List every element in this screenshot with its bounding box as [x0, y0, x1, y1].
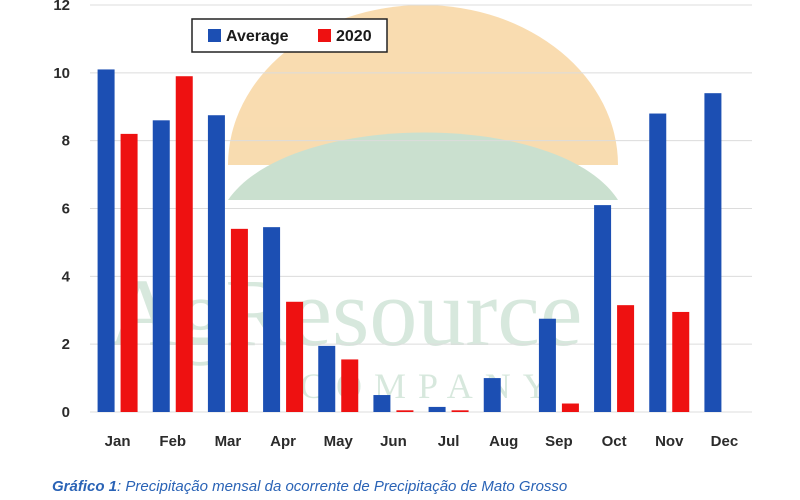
legend-swatch-average [208, 29, 221, 42]
x-tick-label: Jul [438, 433, 460, 450]
x-tick-label: Oct [602, 433, 627, 450]
x-tick-label: May [324, 433, 354, 450]
x-tick-label: Feb [159, 433, 186, 450]
bar-average-dec [704, 93, 722, 412]
y-tick-label: 12 [53, 0, 70, 14]
grid-lines [90, 4, 752, 413]
bar-2020-apr [286, 301, 304, 412]
bar-average-nov [649, 113, 667, 413]
bar-average-aug [483, 378, 501, 412]
bar-average-feb [152, 120, 170, 413]
caption-label: Gráfico 1 [52, 478, 118, 495]
bar-2020-feb [175, 76, 193, 412]
bar-average-jan [97, 69, 115, 413]
legend-label-average: Average [226, 28, 289, 45]
legend-swatch-2020 [318, 29, 331, 42]
caption-text: : Precipitação mensal da ocorrente de Pr… [117, 478, 568, 495]
bar-2020-nov [672, 311, 690, 412]
bar-average-may [318, 345, 336, 412]
bar-2020-jul [451, 410, 469, 412]
y-tick-label: 4 [62, 268, 71, 285]
bar-2020-mar [230, 228, 248, 412]
bar-2020-sep [561, 403, 579, 412]
x-tick-label: Jun [380, 433, 407, 450]
bar-average-sep [538, 318, 556, 412]
legend-box [191, 18, 388, 53]
watermark-text-sub: COMPANY [300, 366, 561, 406]
legend-label-2020: 2020 [336, 28, 372, 45]
x-tick-label: Apr [270, 433, 296, 450]
x-axis: Jan Feb Mar Apr May Jun Jul Aug Sep Oct Nov Dec [105, 433, 739, 450]
figure-caption: Gráfico 1: Precipitação mensal da ocorre… [52, 478, 567, 500]
x-tick-label: Sep [545, 433, 573, 450]
bar-average-oct [594, 205, 612, 412]
bar-2020-oct [617, 305, 635, 412]
y-tick-label: 2 [62, 336, 70, 353]
watermark-hill [228, 132, 618, 200]
x-tick-label: Mar [215, 433, 242, 450]
legend: Average 2020 [191, 18, 388, 53]
bar-2020-may [341, 359, 359, 412]
x-tick-label: Aug [489, 433, 518, 450]
bar-series [97, 69, 722, 413]
bar-average-mar [207, 115, 225, 413]
x-tick-label: Dec [711, 433, 739, 450]
bar-average-apr [263, 227, 281, 412]
y-tick-label: 8 [62, 133, 70, 150]
bar-average-jul [428, 406, 446, 412]
y-tick-label: 10 [53, 65, 70, 82]
x-tick-label: Jan [105, 433, 131, 450]
bar-2020-jun [396, 410, 414, 412]
y-tick-label: 6 [62, 201, 70, 218]
bar-average-jun [373, 395, 391, 412]
y-axis: 0 2 4 6 8 10 12 [53, 0, 70, 421]
x-tick-label: Nov [655, 433, 684, 450]
bar-2020-jan [120, 133, 138, 412]
y-tick-label: 0 [62, 404, 70, 421]
